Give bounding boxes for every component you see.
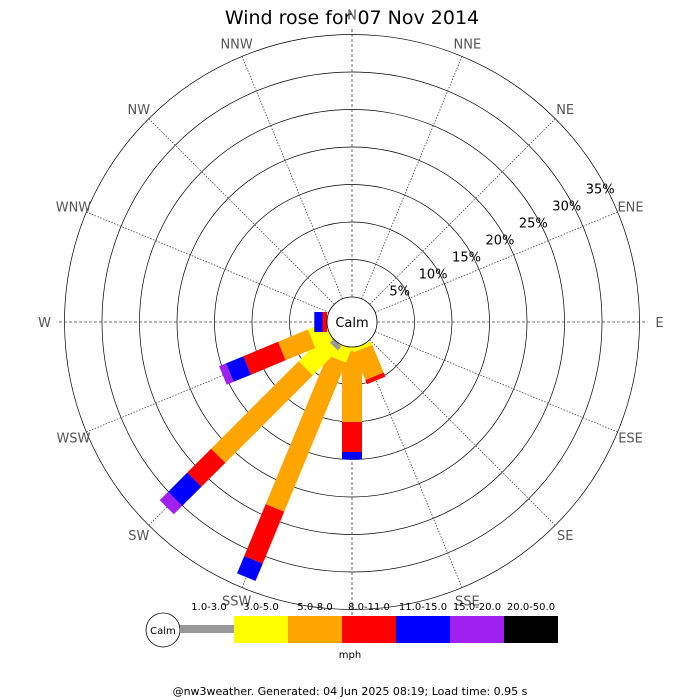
direction-label-wnw: WNW bbox=[56, 201, 92, 216]
legend-swatch-5.0-8.0 bbox=[288, 616, 342, 643]
speed-legend: Calm mph 1.0-3.0 3.0-5.0 5.0-8.0 8.0-11.0 11… bbox=[145, 602, 558, 661]
spoke-sse bbox=[361, 344, 463, 588]
bar-wsw-11.0-15.0 bbox=[226, 356, 251, 382]
spoke-wnw bbox=[86, 211, 330, 313]
spoke-ene bbox=[374, 211, 618, 313]
direction-label-wsw: WSW bbox=[56, 431, 90, 446]
ring-label-30: 30% bbox=[552, 200, 581, 215]
ring-label-10: 10% bbox=[419, 268, 448, 283]
calm-center: Calm bbox=[326, 296, 378, 348]
bar-wsw-8.0-11.0 bbox=[243, 341, 286, 375]
bar-sw-5.0-8.0 bbox=[211, 361, 313, 463]
direction-label-sw: SW bbox=[128, 529, 149, 544]
bar-sw-15.0-20.0 bbox=[159, 491, 183, 515]
direction-label-sse: SSE bbox=[455, 595, 480, 610]
bar-w-11.0-15.0 bbox=[314, 312, 323, 332]
bar-sw-3.0-5.0 bbox=[298, 336, 338, 376]
bar-s-11.0-15.0 bbox=[342, 452, 362, 460]
legend-swatch-15.0-20.0 bbox=[450, 616, 504, 643]
direction-label-ne: NE bbox=[556, 103, 574, 118]
direction-label-ese: ESE bbox=[618, 431, 643, 446]
ring-label-25: 25% bbox=[519, 217, 548, 232]
ring-label-20: 20% bbox=[485, 234, 514, 249]
direction-label-se: SE bbox=[557, 529, 573, 544]
bar-wsw-5.0-8.0 bbox=[278, 329, 316, 361]
legend-swatch-20.0-50.0 bbox=[504, 616, 558, 643]
bar-sse-3.0-5.0 bbox=[352, 341, 373, 353]
legend-label-5.0-8.0: 5.0-8.0 bbox=[297, 602, 332, 613]
direction-label-e: E bbox=[655, 316, 663, 331]
bar-s-8.0-11.0 bbox=[342, 422, 362, 452]
ring-label-35: 35% bbox=[586, 182, 615, 197]
wind-bars bbox=[159, 312, 386, 581]
direction-label-nne: NNE bbox=[454, 37, 482, 52]
bar-sse-8.0-11.0 bbox=[365, 372, 386, 385]
bar-wsw-15.0-20.0 bbox=[219, 363, 234, 385]
legend-label-3.0-5.0: 3.0-5.0 bbox=[243, 602, 278, 613]
legend-label-15.0-20.0: 15.0-20.0 bbox=[453, 602, 501, 613]
legend-swatch-8.0-11.0 bbox=[342, 616, 396, 643]
legend-label-20.0-50.0: 20.0-50.0 bbox=[507, 602, 555, 613]
bar-s-5.0-8.0 bbox=[342, 350, 362, 422]
legend-calm-label: Calm bbox=[150, 626, 176, 637]
direction-label-ssw: SSW bbox=[222, 595, 252, 610]
legend-swatch-11.0-15.0 bbox=[396, 616, 450, 643]
direction-labels: NNNENEENEEESESESSESSSWSWWSWWWNWNWNNW bbox=[38, 9, 664, 639]
bar-w-8.0-11.0 bbox=[322, 312, 327, 332]
footer-text: @nw3weather. Generated: 04 Jun 2025 08:1… bbox=[173, 685, 528, 698]
bar-sw-11.0-15.0 bbox=[168, 472, 202, 506]
spoke-nnw bbox=[241, 56, 343, 300]
spoke-ese bbox=[374, 331, 618, 433]
ring-label-5: 5% bbox=[389, 285, 410, 300]
bar-ssw-5.0-8.0 bbox=[265, 355, 346, 512]
legend-unit: mph bbox=[339, 650, 361, 661]
bar-ssw-8.0-11.0 bbox=[244, 504, 285, 564]
chart-title: Wind rose for 07 Nov 2014 bbox=[225, 7, 479, 29]
direction-label-n: N bbox=[347, 9, 357, 24]
legend-label-1.0-3.0: 1.0-3.0 bbox=[191, 602, 226, 613]
legend-label-8.0-11.0: 8.0-11.0 bbox=[348, 602, 390, 613]
legend-swatch-3.0-5.0 bbox=[234, 616, 288, 643]
direction-label-ene: ENE bbox=[617, 201, 643, 216]
bar-ssw-11.0-15.0 bbox=[237, 556, 263, 581]
direction-label-w: W bbox=[38, 316, 51, 331]
direction-label-nnw: NNW bbox=[220, 37, 252, 52]
ring-label-15: 15% bbox=[452, 251, 481, 266]
calm-circle bbox=[326, 296, 378, 348]
spoke-nne bbox=[361, 56, 463, 300]
legend-label-11.0-15.0: 11.0-15.0 bbox=[399, 602, 447, 613]
calm-label: Calm bbox=[335, 316, 368, 331]
ring-percent-labels: 5% 10% 15% 20% 25% 30% 35% bbox=[389, 182, 614, 299]
legend-swatch-1.0-3.0 bbox=[180, 625, 234, 633]
direction-label-nw: NW bbox=[128, 103, 151, 118]
bar-sse-5.0-8.0 bbox=[353, 344, 384, 381]
bar-sw-8.0-11.0 bbox=[187, 448, 226, 487]
